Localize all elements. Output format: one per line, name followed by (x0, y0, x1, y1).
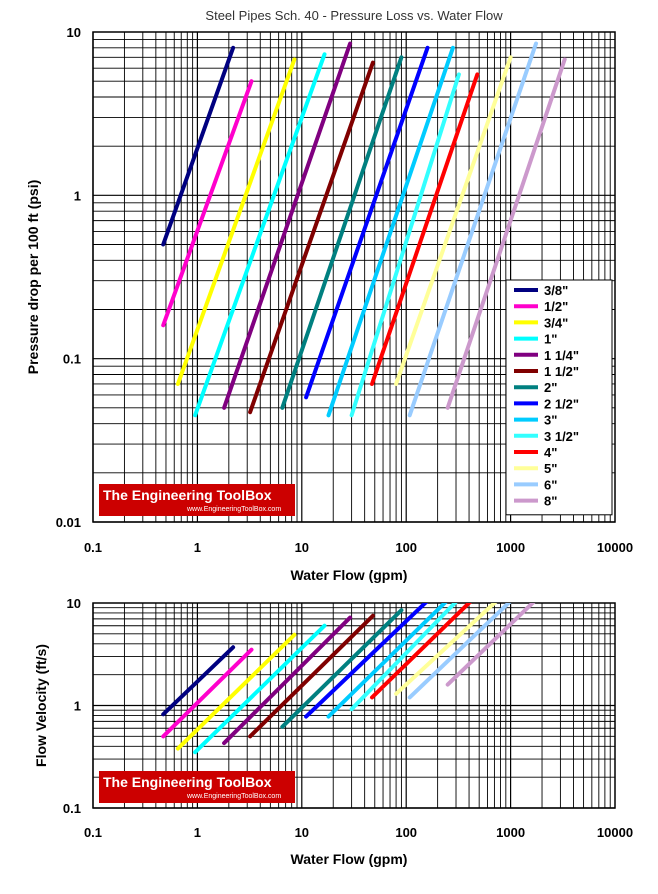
watermark-url: www.EngineeringToolBox.com (186, 793, 281, 800)
series-line (304, 603, 429, 719)
legend-label: 1 1/4" (544, 348, 579, 363)
watermark-logo: The Engineering ToolBox www.EngineeringTo… (99, 771, 295, 803)
series-line (349, 603, 458, 712)
legend-label: 1 1/2" (544, 364, 579, 379)
series-line (394, 603, 498, 696)
x-tick-label: 10 (295, 540, 309, 555)
legend-label: 1/2" (544, 299, 568, 314)
x-tick-label: 10000 (597, 825, 633, 840)
series-line (445, 603, 536, 687)
x-tick-label: 10000 (597, 540, 633, 555)
y-tick-label: 10 (67, 596, 81, 611)
legend-label: 3" (544, 413, 557, 428)
y-tick-label: 0.1 (63, 352, 81, 367)
plot-frame (92, 31, 616, 523)
legend-label: 6" (544, 477, 557, 492)
y-axis-label: Pressure drop per 100 ft (psi) (25, 180, 41, 375)
series-line (280, 608, 404, 729)
series-line (304, 45, 430, 400)
x-axis-label: Water Flow (gpm) (291, 567, 408, 583)
chart-2: 0.1 1 10 100 1000 10000 0.1 1 10 Water Flow (gpm)… (33, 596, 633, 867)
x-tick-label: 0.1 (84, 825, 102, 840)
y-tick-label: 1 (74, 188, 81, 203)
legend-label: 2 1/2" (544, 396, 579, 411)
series-line (222, 615, 353, 746)
legend-label: 5" (544, 461, 557, 476)
series-line (280, 55, 404, 410)
x-axis-label: Water Flow (gpm) (291, 851, 408, 867)
x-tick-label: 10 (295, 825, 309, 840)
y-tick-label: 0.1 (63, 801, 81, 816)
x-tick-label: 1 (194, 825, 201, 840)
series-line (445, 57, 567, 410)
legend-label: 3/8" (544, 283, 568, 298)
watermark-url: www.EngineeringToolBox.com (186, 506, 281, 513)
series-line (175, 57, 297, 386)
series-line (349, 72, 461, 418)
watermark-name: The Engineering ToolBox (103, 487, 272, 503)
x-tick-label: 0.1 (84, 540, 102, 555)
series-line (326, 45, 455, 418)
x-tick-label: 1 (194, 540, 201, 555)
x-tick-label: 1000 (496, 540, 525, 555)
x-tick-label: 1000 (496, 825, 525, 840)
series-line (222, 41, 353, 410)
series-line (407, 603, 512, 700)
y-axis-label: Flow Velocity (ft/s) (33, 644, 49, 767)
legend-box (505, 279, 613, 516)
y-tick-label: 0.01 (56, 515, 81, 530)
y-tick-label: 10 (67, 25, 81, 40)
chart-1: Steel Pipes Sch. 40 - Pressure Loss vs. … (25, 8, 633, 583)
series-line (370, 72, 480, 386)
series-line (370, 603, 472, 700)
series-line (175, 632, 297, 751)
series-line (161, 45, 236, 247)
series-line (161, 79, 254, 328)
series-line (326, 603, 448, 719)
series-line (193, 52, 327, 418)
series-line (248, 613, 375, 739)
plot-frame (92, 602, 616, 809)
x-tick-label: 100 (395, 540, 417, 555)
series-line (161, 647, 254, 739)
legend-label: 3/4" (544, 315, 568, 330)
legend: 3/8"1/2"3/4" 1"1 1/4"1 1/2"2"2 1/2" 3"3 1/… (505, 279, 613, 516)
watermark-name: The Engineering ToolBox (103, 774, 272, 790)
legend-label: 4" (544, 445, 557, 460)
y-tick-label: 1 (74, 699, 81, 714)
legend-label: 8" (544, 494, 557, 509)
x-tick-label: 100 (395, 825, 417, 840)
series-line (407, 41, 538, 418)
series-line (193, 623, 327, 755)
series-group (161, 41, 567, 418)
series-line (248, 60, 375, 415)
watermark-logo: The Engineering ToolBox www.EngineeringTo… (99, 484, 295, 516)
legend-label: 3 1/2" (544, 429, 579, 444)
series-group (161, 603, 536, 755)
chart-title: Steel Pipes Sch. 40 - Pressure Loss vs. … (205, 8, 503, 23)
legend-label: 2" (544, 380, 557, 395)
series-line (161, 645, 236, 717)
legend-label: 1" (544, 332, 557, 347)
series-line (394, 55, 513, 386)
